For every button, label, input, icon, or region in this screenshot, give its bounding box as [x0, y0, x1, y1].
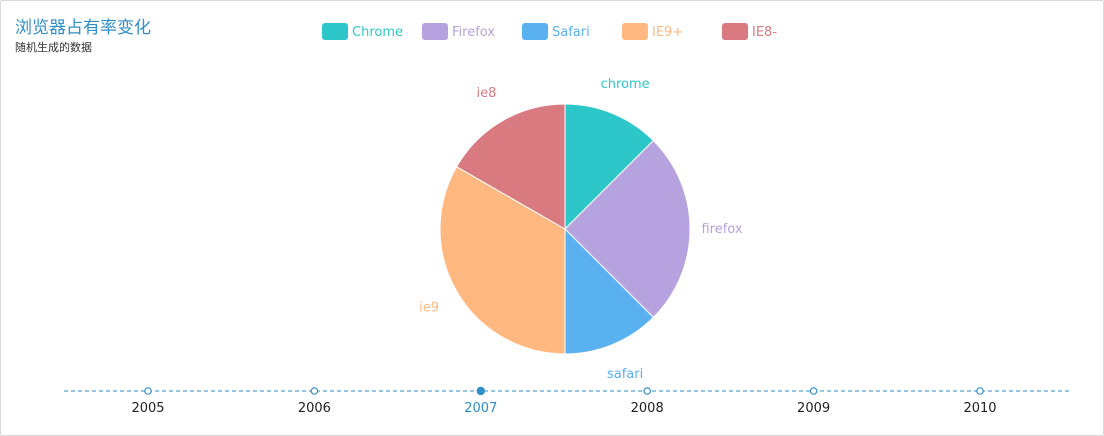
- timeline-label-2010[interactable]: 2010: [963, 401, 996, 416]
- pie-slice-chrome[interactable]: [564, 103, 655, 231]
- legend-swatch-ie9[interactable]: [622, 23, 648, 40]
- timeline-point-2005[interactable]: [144, 387, 152, 395]
- chart-subtitle: 随机生成的数据: [15, 41, 92, 54]
- pie-label-chrome: chrome: [601, 77, 650, 92]
- timeline-point-2010[interactable]: [976, 387, 984, 395]
- timeline-label-2009[interactable]: 2009: [797, 401, 830, 416]
- timeline-point-2008[interactable]: [643, 387, 652, 395]
- pie-label-ie9: ie9: [419, 301, 439, 316]
- legend-label-safari[interactable]: Safari: [552, 25, 590, 40]
- pie-slice-ie9[interactable]: [439, 166, 566, 355]
- pie-label-firefox: firefox: [701, 222, 742, 237]
- legend-label-ie8[interactable]: IE8-: [752, 25, 777, 40]
- pie-slice-safari[interactable]: [564, 227, 655, 355]
- legend-label-ie9[interactable]: IE9+: [652, 25, 683, 40]
- legend-label-chrome[interactable]: Chrome: [352, 25, 403, 40]
- pie-slice-ie8[interactable]: [455, 103, 566, 230]
- timeline-point-2009[interactable]: [809, 387, 818, 395]
- pie-label-safari: safari: [607, 367, 643, 382]
- pie-slice-firefox[interactable]: [564, 139, 691, 319]
- timeline-label-2007[interactable]: 2007: [464, 401, 497, 416]
- legend-swatch-ie8[interactable]: [722, 23, 748, 40]
- timeline-label-2006[interactable]: 2006: [298, 401, 331, 416]
- legend-swatch-firefox[interactable]: [422, 23, 448, 40]
- legend-swatch-chrome[interactable]: [322, 23, 348, 40]
- timeline-label-2008[interactable]: 2008: [631, 401, 664, 416]
- pie-label-ie8: ie8: [476, 86, 496, 101]
- timeline-point-2006[interactable]: [310, 387, 319, 395]
- legend-swatch-safari[interactable]: [522, 23, 548, 40]
- timeline-label-2005[interactable]: 2005: [131, 401, 164, 416]
- timeline-point-2007[interactable]: [476, 386, 485, 396]
- legend-label-firefox[interactable]: Firefox: [452, 25, 495, 40]
- chart-title: 浏览器占有率变化: [15, 18, 151, 38]
